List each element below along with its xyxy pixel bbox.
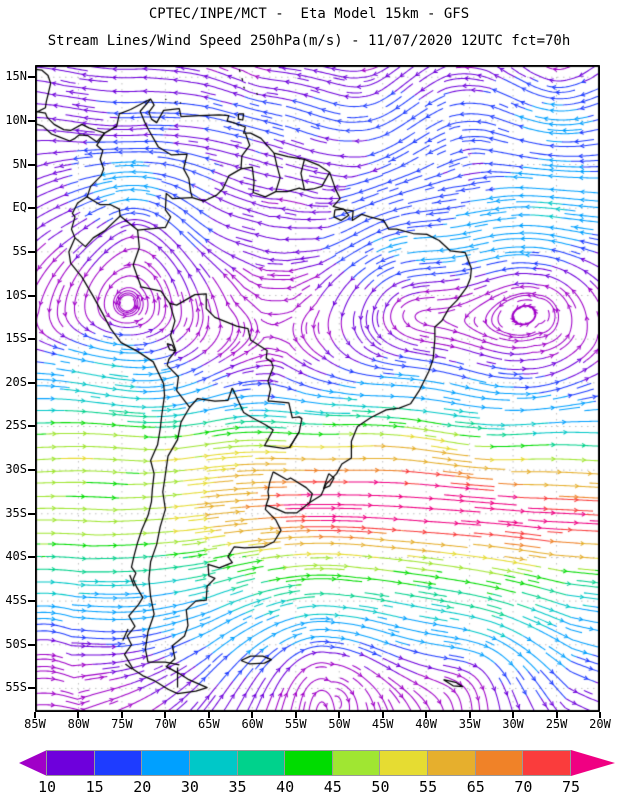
lon-tick-mark [512, 712, 515, 718]
colorbar-tick-label: 50 [371, 778, 390, 796]
lon-tick-label: 60W [241, 717, 264, 731]
lat-tick-mark [28, 687, 35, 690]
lon-tick-label: 70W [154, 717, 177, 731]
lat-tick-mark [28, 250, 35, 253]
lon-tick-label: 50W [328, 717, 351, 731]
lat-tick-label: 45S [5, 593, 27, 608]
lon-tick-mark [164, 712, 167, 718]
lat-tick-label: 50S [5, 636, 27, 651]
lat-tick-label: 10S [5, 287, 27, 302]
lat-tick-label: 10N [5, 112, 27, 127]
lon-tick-label: 75W [111, 717, 133, 731]
colorbar-bar [19, 750, 616, 776]
colorbar-segment [522, 750, 572, 776]
colorbar-tick-label: 75 [561, 778, 581, 796]
chart-subtitle: Stream Lines/Wind Speed 250hPa(m/s) - 11… [47, 33, 571, 49]
lat-tick-mark [28, 512, 35, 515]
lat-tick-mark [28, 76, 35, 79]
lat-tick-label: 15S [5, 331, 27, 346]
lat-tick-mark [28, 294, 35, 297]
lon-tick-label: 40W [415, 717, 437, 731]
lat-tick-label: 15N [5, 69, 27, 84]
colorbar-under-arrow-icon [19, 750, 47, 776]
colorbar-segment [379, 750, 429, 776]
lon-tick-mark [555, 712, 558, 718]
chart-title: CPTEC/INPE/MCT - Eta Model 15km - GFS [148, 6, 470, 22]
lat-tick-mark [28, 469, 35, 472]
lon-tick-mark [599, 712, 601, 718]
lon-tick-label: 25W [545, 717, 568, 731]
lat-tick-label: 40S [5, 549, 27, 564]
colorbar-segment [46, 750, 95, 776]
colorbar-tick-label: 10 [37, 778, 57, 796]
lat-tick-label: EQ [12, 200, 27, 215]
lat-tick-label: 35S [5, 505, 27, 520]
lon-tick-mark [294, 712, 297, 718]
lat-tick-mark [28, 381, 35, 384]
lon-tick-mark [120, 712, 123, 718]
lat-tick-mark [28, 556, 35, 559]
wind-speed-colorbar: 10 15 20 30 35 40 45 50 55 65 70 75 [19, 750, 616, 796]
lon-tick-mark [338, 712, 341, 718]
colorbar-tick-label: 45 [323, 778, 342, 796]
lat-tick-mark [28, 119, 35, 122]
colorbar-segment [284, 750, 333, 776]
lat-tick-label: 30S [5, 462, 27, 477]
lat-tick-label: 20S [5, 374, 27, 389]
lon-tick-label: 65W [198, 717, 220, 731]
colorbar-tick-label: 15 [85, 778, 104, 796]
lat-tick-mark [28, 643, 35, 646]
lat-tick-label: 55S [5, 680, 27, 695]
lon-tick-mark [425, 712, 428, 718]
colorbar-tick-label: 30 [180, 778, 199, 796]
lat-tick-label: 5S [12, 243, 27, 258]
colorbar-tick-label: 40 [276, 778, 295, 796]
lat-tick-mark [28, 600, 35, 603]
lat-tick-label: 5N [12, 156, 27, 171]
lon-tick-label: 85W [24, 717, 46, 731]
lon-tick-mark [468, 712, 471, 718]
lat-tick-mark [28, 338, 35, 341]
colorbar-tick-label: 20 [133, 778, 152, 796]
colorbar-segment [93, 750, 143, 776]
colorbar-tick-label: 55 [419, 778, 438, 796]
lat-tick-mark [28, 207, 35, 210]
colorbar-tick-label: 70 [514, 778, 533, 796]
lon-tick-label: 35W [458, 717, 481, 731]
lon-tick-mark [251, 712, 254, 718]
lon-tick-label: 20W [589, 717, 611, 731]
lon-tick-label: 30W [502, 717, 524, 731]
lon-tick-label: 45W [371, 717, 394, 731]
colorbar-over-arrow-icon [571, 750, 616, 776]
colorbar-tick-label: 35 [228, 778, 247, 796]
lon-tick-mark [207, 712, 210, 718]
colorbar-segment [474, 750, 524, 776]
lon-tick-label: 80W [67, 717, 90, 731]
colorbar-tick-label: 65 [466, 778, 485, 796]
colorbar-segment [427, 750, 476, 776]
lat-tick-label: 25S [5, 418, 27, 433]
lon-tick-mark [381, 712, 384, 718]
lat-tick-mark [28, 425, 35, 428]
colorbar-segment [141, 750, 190, 776]
colorbar-segment [331, 750, 381, 776]
lon-tick-mark [34, 712, 36, 718]
colorbar-segment [236, 750, 286, 776]
colorbar-segment [188, 750, 238, 776]
lon-tick-mark [77, 712, 80, 718]
lon-tick-label: 55W [284, 717, 307, 731]
streamline-map-canvas [35, 65, 600, 712]
lat-tick-mark [28, 163, 35, 166]
